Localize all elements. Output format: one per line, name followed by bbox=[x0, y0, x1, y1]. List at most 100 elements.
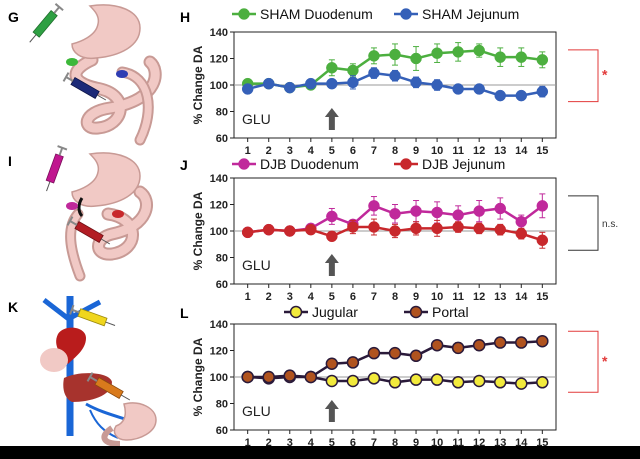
legend-marker bbox=[238, 158, 250, 170]
x-tick-label: 1 bbox=[245, 291, 251, 303]
y-tick-label: 120 bbox=[210, 200, 228, 212]
x-tick-label: 4 bbox=[308, 145, 315, 157]
y-tick-label: 100 bbox=[210, 226, 228, 238]
x-tick-label: 1 bbox=[245, 437, 251, 446]
duodenum-marker bbox=[66, 58, 78, 66]
x-tick-label: 8 bbox=[392, 437, 398, 446]
panel-label-k: K bbox=[8, 299, 18, 315]
data-point bbox=[431, 79, 443, 91]
x-tick-label: 8 bbox=[392, 145, 398, 157]
x-tick-label: 5 bbox=[329, 291, 335, 303]
x-tick-label: 11 bbox=[452, 291, 464, 303]
data-point bbox=[536, 200, 549, 212]
legend-marker bbox=[400, 158, 412, 170]
data-point bbox=[367, 372, 381, 385]
data-point bbox=[326, 62, 338, 74]
y-tick-label: 80 bbox=[216, 253, 228, 265]
significance-bracket bbox=[568, 49, 599, 103]
x-tick-label: 11 bbox=[452, 145, 464, 157]
panel-label-h: H bbox=[180, 9, 190, 25]
data-point bbox=[389, 208, 401, 220]
jejunum-marker bbox=[116, 70, 128, 78]
data-point bbox=[494, 51, 506, 63]
data-point bbox=[389, 48, 401, 61]
y-tick-label: 80 bbox=[216, 107, 228, 119]
data-point bbox=[452, 221, 464, 233]
x-tick-label: 2 bbox=[266, 291, 272, 303]
data-point bbox=[515, 336, 528, 349]
data-point bbox=[494, 223, 506, 236]
intestine-tail-inner bbox=[118, 68, 152, 144]
data-point bbox=[451, 376, 465, 389]
data-point bbox=[325, 357, 339, 370]
x-tick-label: 13 bbox=[494, 145, 506, 157]
circulation-icon bbox=[40, 296, 157, 447]
data-point bbox=[347, 221, 359, 233]
data-point bbox=[262, 77, 275, 90]
y-axis-label: % Change DA bbox=[191, 191, 205, 270]
panel-label-i: I bbox=[8, 153, 12, 169]
legend-marker bbox=[238, 8, 250, 20]
significance-label: n.s. bbox=[602, 219, 618, 230]
syringe-green bbox=[29, 3, 64, 43]
intestine-small bbox=[101, 425, 121, 447]
y-tick-label: 140 bbox=[210, 173, 228, 185]
data-point bbox=[346, 374, 360, 388]
data-point bbox=[368, 50, 380, 62]
data-point bbox=[326, 210, 338, 223]
panel-label-g: G bbox=[8, 9, 19, 25]
x-tick-label: 7 bbox=[371, 291, 377, 303]
legend-marker bbox=[289, 305, 303, 319]
x-tick-label: 9 bbox=[413, 291, 419, 303]
x-tick-label: 15 bbox=[536, 437, 548, 446]
data-point bbox=[430, 338, 444, 352]
data-point bbox=[410, 76, 422, 89]
significance-label: * bbox=[602, 353, 608, 369]
syringe-orange bbox=[86, 372, 131, 401]
syringe-red bbox=[66, 216, 111, 245]
data-point bbox=[284, 225, 296, 237]
y-tick-label: 100 bbox=[210, 372, 228, 384]
data-point bbox=[431, 222, 443, 235]
y-tick-label: 120 bbox=[210, 54, 228, 66]
data-point bbox=[452, 46, 464, 58]
data-point bbox=[409, 373, 423, 386]
data-point bbox=[368, 67, 380, 79]
arrow-icon bbox=[324, 108, 339, 130]
data-point bbox=[493, 376, 507, 389]
legend-label: DJB Duodenum bbox=[260, 156, 359, 172]
intestine-segment-inner bbox=[67, 210, 84, 280]
x-tick-label: 7 bbox=[371, 145, 377, 157]
y-tick-label: 100 bbox=[210, 80, 228, 92]
data-point bbox=[283, 369, 297, 382]
x-tick-label: 13 bbox=[494, 437, 506, 446]
data-point bbox=[515, 227, 528, 240]
legend-label: SHAM Duodenum bbox=[260, 6, 373, 22]
data-point bbox=[472, 374, 486, 388]
arrow-icon bbox=[324, 400, 339, 422]
data-point bbox=[473, 222, 485, 235]
legend-label: Portal bbox=[432, 304, 469, 320]
glu-annotation: GLU bbox=[242, 257, 271, 273]
figure-svg: G H I J K L bbox=[8, 3, 618, 449]
x-tick-label: 5 bbox=[329, 437, 335, 446]
data-point bbox=[515, 377, 528, 390]
bypass-staple bbox=[77, 197, 84, 218]
x-tick-label: 6 bbox=[350, 291, 356, 303]
data-point bbox=[536, 234, 549, 247]
data-point bbox=[494, 202, 506, 215]
data-point bbox=[241, 226, 254, 239]
syringe-magenta bbox=[45, 145, 68, 192]
data-point bbox=[536, 334, 549, 348]
arrow-icon bbox=[324, 254, 339, 276]
x-tick-label: 12 bbox=[473, 291, 485, 303]
syringe-navy bbox=[62, 72, 107, 101]
data-point bbox=[536, 376, 549, 389]
data-point bbox=[388, 346, 402, 360]
data-point bbox=[409, 349, 423, 363]
x-tick-label: 6 bbox=[350, 437, 356, 446]
data-point bbox=[515, 215, 528, 228]
jugular-vein bbox=[42, 298, 72, 322]
